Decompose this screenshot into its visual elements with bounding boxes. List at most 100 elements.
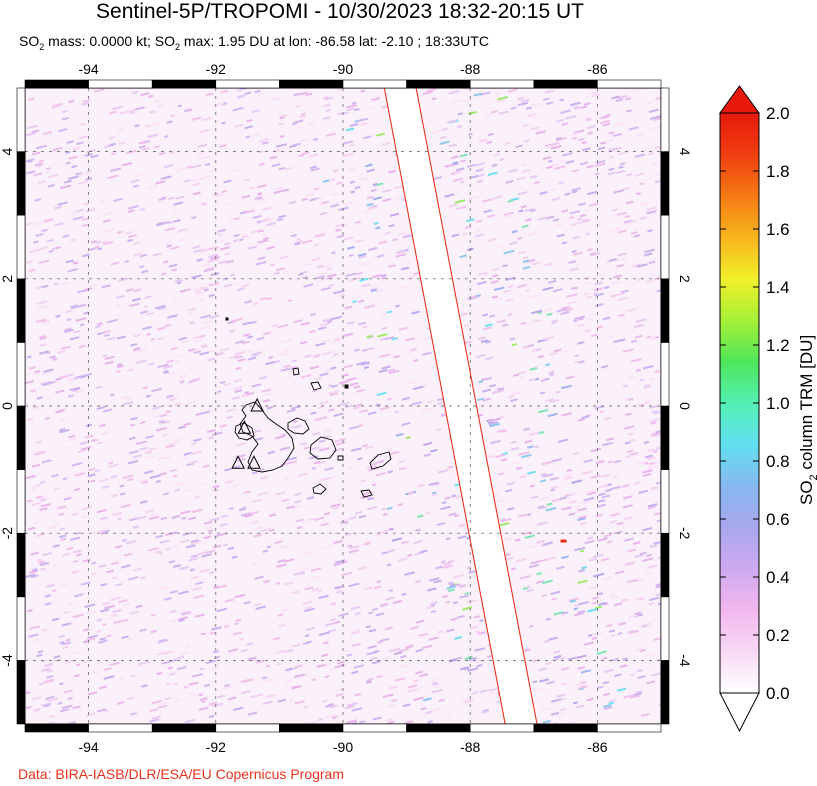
so2-pixel: [476, 179, 484, 183]
so2-pixel: [582, 147, 591, 152]
so2-pixel: [479, 91, 491, 96]
so2-pixel: [550, 398, 560, 403]
so2-pixel: [253, 602, 262, 607]
so2-pixel: [324, 622, 335, 627]
so2-pixel: [574, 506, 580, 510]
so2-pixel: [572, 451, 580, 456]
so2-pixel: [247, 356, 257, 361]
so2-pixel: [279, 544, 290, 550]
so2-pixel: [426, 400, 433, 404]
so2-pixel: [655, 582, 661, 587]
so2-pixel: [163, 221, 170, 225]
so2-pixel: [220, 514, 228, 519]
so2-pixel: [344, 364, 353, 369]
so2-pixel: [71, 569, 80, 574]
so2-pixel: [345, 127, 355, 132]
so2-pixel: [96, 618, 103, 622]
so2-pixel: [397, 503, 403, 507]
so2-pixel: [291, 590, 299, 595]
so2-pixel: [594, 172, 600, 176]
so2-pixel: [220, 89, 229, 94]
so2-pixel: [75, 663, 81, 667]
so2-pixel: [513, 373, 520, 377]
so2-pixel: [560, 310, 570, 316]
so2-pixel: [647, 505, 657, 510]
so2-pixel: [510, 106, 517, 110]
so2-pixel: [301, 551, 312, 557]
so2-pixel: [234, 355, 244, 360]
so2-pixel: [646, 210, 657, 215]
so2-pixel: [625, 397, 630, 401]
so2-pixel: [382, 512, 388, 516]
so2-pixel: [108, 135, 116, 140]
so2-pixel: [381, 365, 391, 370]
so2-pixel: [530, 102, 541, 107]
so2-pixel: [496, 429, 505, 434]
volcano-marker: [237, 420, 252, 434]
so2-pixel: [656, 517, 661, 523]
so2-pixel: [45, 351, 51, 355]
so2-pixel: [63, 610, 69, 615]
so2-pixel: [525, 258, 536, 264]
so2-pixel: [622, 495, 633, 500]
so2-pixel: [413, 358, 419, 362]
so2-pixel: [648, 596, 660, 602]
so2-pixel: [209, 314, 220, 320]
so2-pixel: [460, 159, 467, 163]
so2-pixel: [26, 499, 34, 503]
so2-pixel: [550, 142, 560, 147]
so2-pixel: [278, 623, 286, 628]
so2-pixel: [328, 283, 335, 288]
so2-pixel: [420, 407, 432, 413]
so2-pixel: [25, 380, 34, 385]
so2-pixel: [167, 544, 179, 549]
so2-pixel: [505, 488, 513, 493]
so2-pixel: [223, 242, 231, 246]
so2-pixel: [537, 354, 545, 359]
so2-pixel: [37, 495, 49, 501]
so2-pixel: [464, 225, 471, 230]
so2-pixel: [485, 113, 491, 117]
so2-pixel: [569, 215, 575, 219]
so2-pixel: [130, 343, 138, 347]
so2-pixel: [603, 602, 609, 606]
so2-pixel: [322, 317, 334, 323]
so2-pixel: [115, 583, 123, 587]
so2-pixel: [286, 649, 294, 653]
so2-pixel: [77, 180, 88, 185]
so2-pixel: [586, 124, 596, 130]
so2-pixel: [251, 351, 263, 356]
so2-pixel: [99, 423, 106, 428]
so2-pixel: [601, 441, 613, 447]
so2-pixel: [560, 555, 569, 560]
so2-pixel: [603, 285, 610, 290]
so2-pixel: [415, 528, 421, 532]
so2-pixel: [192, 182, 201, 187]
so2-pixel: [395, 432, 404, 437]
so2-pixel: [581, 415, 590, 420]
so2-pixel: [415, 619, 425, 624]
so2-pixel: [489, 314, 496, 318]
so2-pixel: [45, 583, 56, 588]
so2-pixel: [462, 606, 473, 611]
so2-pixel: [160, 196, 167, 200]
so2-pixel: [155, 479, 161, 483]
so2-pixel: [71, 304, 81, 310]
so2-pixel: [201, 553, 212, 558]
so2-pixel: [170, 531, 178, 535]
so2-pixel: [82, 558, 91, 563]
so2-pixel: [639, 202, 649, 207]
so2-pixel: [459, 594, 470, 599]
so2-pixel: [338, 112, 344, 116]
so2-pixel: [131, 673, 137, 677]
so2-pixel: [293, 319, 304, 324]
so2-pixel: [254, 196, 263, 200]
so2-pixel: [41, 552, 52, 557]
so2-pixel: [530, 126, 540, 131]
so2-pixel: [584, 116, 590, 120]
so2-pixel: [653, 277, 660, 281]
so2-pixel: [491, 274, 499, 278]
so2-pixel: [162, 650, 173, 655]
so2-pixel: [370, 288, 377, 293]
so2-pixel: [635, 318, 647, 323]
